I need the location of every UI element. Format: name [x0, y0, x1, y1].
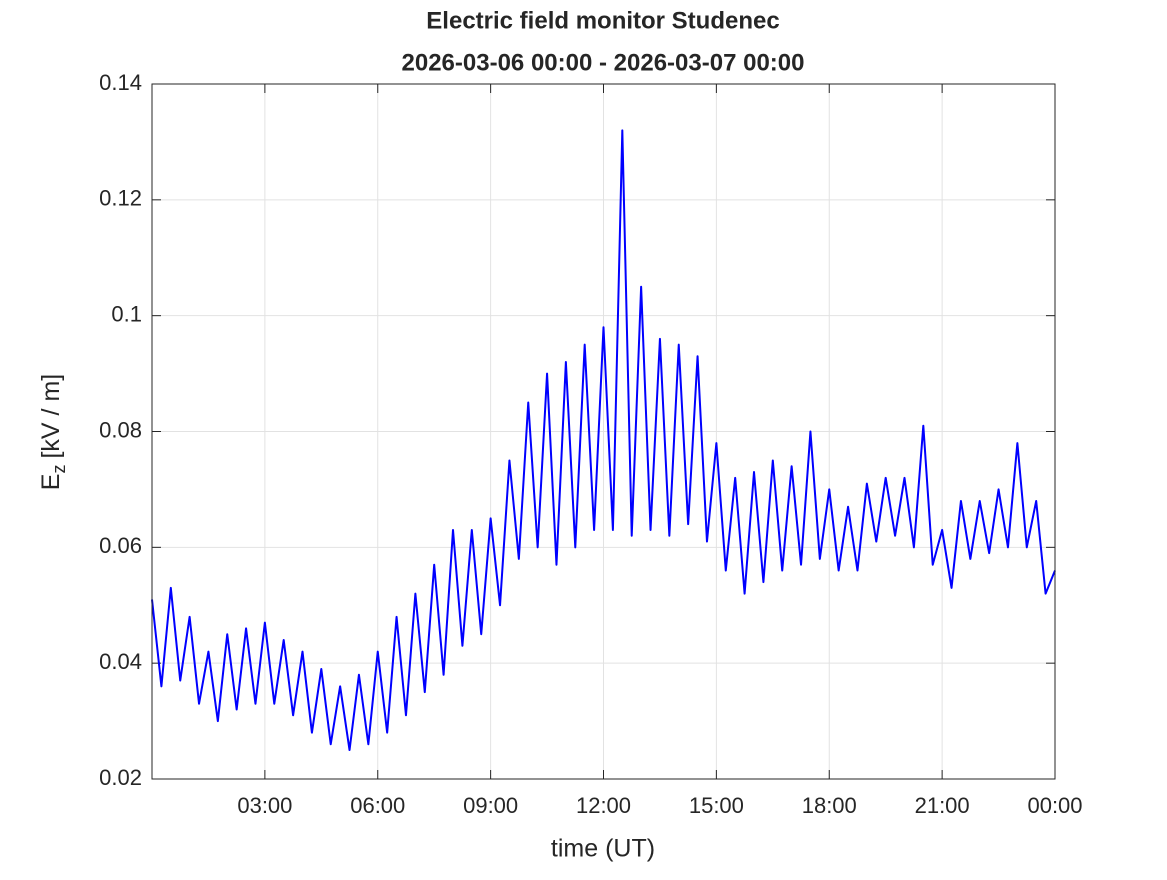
x-tick-label: 03:00 — [237, 793, 292, 818]
y-label-subscript: z — [49, 465, 69, 474]
y-tick-label: 0.1 — [111, 301, 142, 326]
y-tick-label: 0.08 — [99, 417, 142, 442]
y-tick-label: 0.02 — [99, 765, 142, 790]
chart-title: Electric field monitor Studenec — [426, 7, 779, 34]
y-tick-label: 0.04 — [99, 649, 142, 674]
data-line — [151, 129, 1056, 752]
x-tick-label: 12:00 — [576, 793, 631, 818]
plot-frame — [151, 83, 1056, 780]
x-tick-label: 18:00 — [802, 793, 857, 818]
x-tick-label: 09:00 — [463, 793, 518, 818]
y-tick-label: 0.06 — [99, 533, 142, 558]
y-axis-label: Ez [kV / m] — [37, 374, 69, 490]
y-tick-label: 0.14 — [99, 70, 142, 95]
x-tick-label: 21:00 — [915, 793, 970, 818]
y-tick-label: 0.12 — [99, 186, 142, 211]
y-label-symbol: E — [37, 474, 65, 491]
x-tick-label: 06:00 — [350, 793, 405, 818]
y-label-unit: [kV / m] — [37, 374, 65, 459]
chart-subtitle: 2026-03-06 00:00 - 2026-03-07 00:00 — [402, 49, 805, 76]
x-tick-label: 00:00 — [1027, 793, 1082, 818]
x-tick-label: 15:00 — [689, 793, 744, 818]
x-axis-label: time (UT) — [551, 835, 655, 863]
